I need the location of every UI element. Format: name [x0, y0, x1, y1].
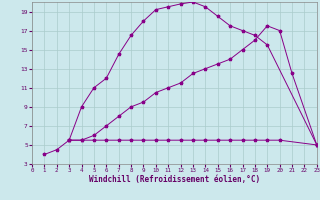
X-axis label: Windchill (Refroidissement éolien,°C): Windchill (Refroidissement éolien,°C)	[89, 175, 260, 184]
